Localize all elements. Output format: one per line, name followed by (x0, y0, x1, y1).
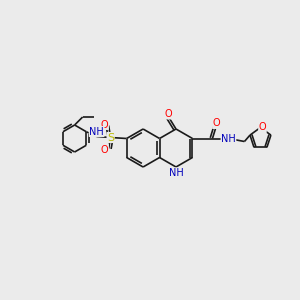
Text: NH: NH (89, 127, 104, 136)
Text: O: O (164, 109, 172, 119)
Text: O: O (101, 145, 108, 154)
Text: NH: NH (221, 134, 236, 143)
Text: NH: NH (169, 168, 183, 178)
Text: O: O (259, 122, 266, 133)
Text: O: O (213, 118, 220, 128)
Text: S: S (107, 133, 114, 142)
Text: O: O (101, 119, 108, 130)
